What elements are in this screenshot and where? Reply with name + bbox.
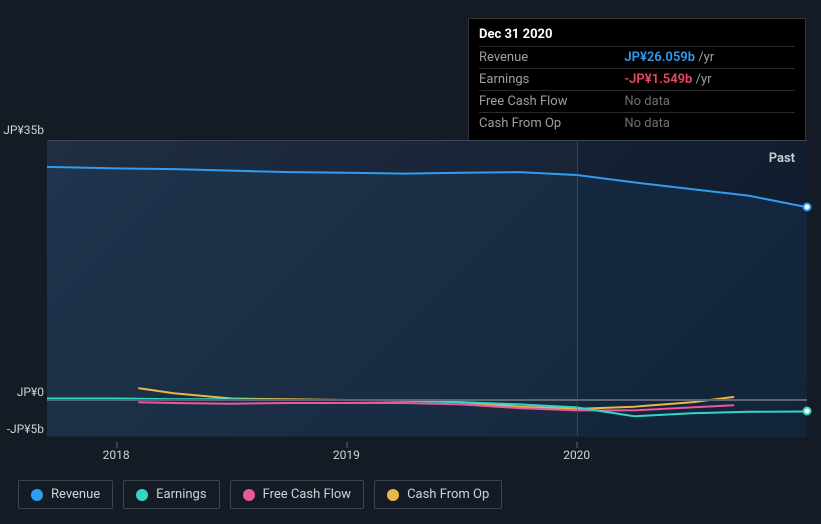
x-tick: 2020	[563, 448, 590, 462]
tooltip-row-value: -JP¥1.549b /yr	[624, 69, 795, 91]
x-axis: 2018 2019 2020	[0, 436, 821, 466]
financial-chart: Dec 31 2020 RevenueJP¥26.059b /yrEarning…	[0, 0, 821, 524]
tooltip-row-value: JP¥26.059b /yr	[624, 47, 795, 69]
tooltip-row: Earnings-JP¥1.549b /yr	[479, 69, 795, 91]
legend-swatch	[136, 489, 148, 501]
chart-legend: Revenue Earnings Free Cash Flow Cash From O…	[18, 480, 502, 509]
x-tick: 2019	[333, 448, 360, 462]
y-zero-line	[47, 399, 807, 401]
legend-label: Free Cash Flow	[263, 487, 351, 502]
legend-swatch	[387, 489, 399, 501]
legend-item-earnings[interactable]: Earnings	[123, 480, 219, 509]
legend-label: Earnings	[156, 487, 206, 502]
tooltip-row-label: Revenue	[479, 47, 624, 69]
tooltip-row: RevenueJP¥26.059b /yr	[479, 47, 795, 69]
y-label-max: JP¥35b	[0, 123, 44, 137]
legend-label: Revenue	[51, 487, 100, 502]
split-line	[577, 141, 578, 436]
tooltip-row: Free Cash FlowNo data	[479, 91, 795, 113]
legend-item-fcf[interactable]: Free Cash Flow	[230, 480, 364, 509]
legend-swatch	[31, 489, 43, 501]
chart-svg	[47, 141, 807, 437]
tooltip-row-label: Earnings	[479, 69, 624, 91]
end-marker-revenue	[803, 203, 812, 212]
legend-label: Cash From Op	[407, 487, 489, 502]
tooltip-row: Cash From OpNo data	[479, 113, 795, 135]
legend-item-cfo[interactable]: Cash From Op	[374, 480, 502, 509]
y-label-zero: JP¥0	[0, 385, 44, 399]
tooltip-row-value: No data	[624, 91, 795, 113]
tooltip-row-label: Free Cash Flow	[479, 91, 624, 113]
end-marker-earnings	[803, 407, 812, 416]
tooltip-table: RevenueJP¥26.059b /yrEarnings-JP¥1.549b …	[479, 46, 795, 134]
chart-tooltip: Dec 31 2020 RevenueJP¥26.059b /yrEarning…	[468, 18, 806, 141]
tooltip-row-value: No data	[624, 113, 795, 135]
tooltip-row-label: Cash From Op	[479, 113, 624, 135]
legend-swatch	[243, 489, 255, 501]
chart-plot-area[interactable]: Past	[47, 140, 807, 436]
y-label-min: -JP¥5b	[0, 422, 44, 436]
legend-item-revenue[interactable]: Revenue	[18, 480, 113, 509]
tooltip-date: Dec 31 2020	[479, 23, 795, 46]
x-tick: 2018	[103, 448, 130, 462]
